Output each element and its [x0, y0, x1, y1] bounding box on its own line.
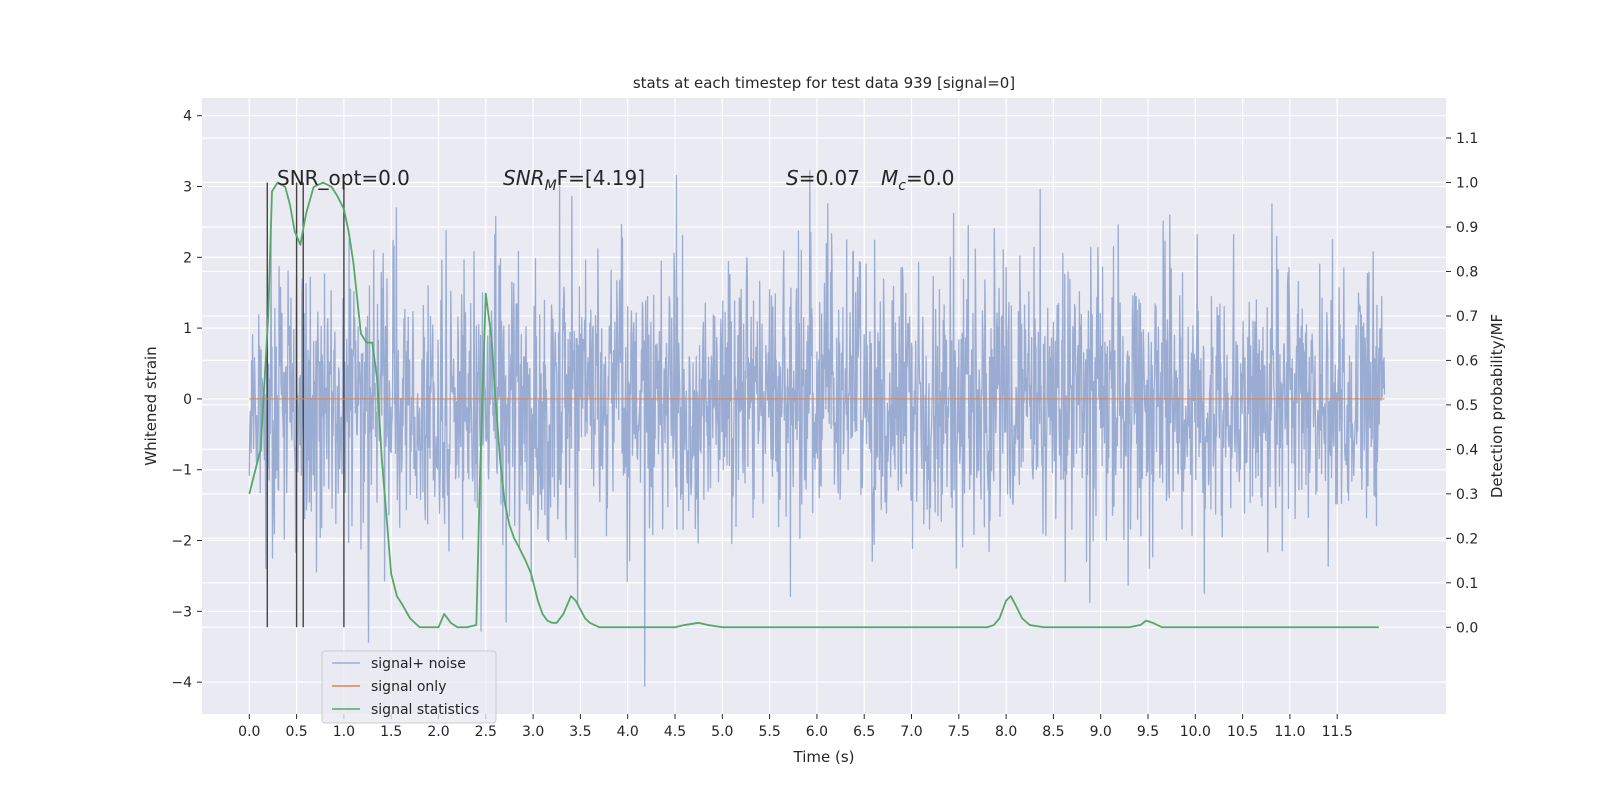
x-tick-label: 0.0 [238, 724, 260, 740]
y-tick-label-right: 1.0 [1456, 176, 1478, 192]
annotation-mc-sub: c [898, 178, 906, 194]
x-tick-label: 10.0 [1180, 724, 1211, 740]
x-tick-label: 5.5 [758, 724, 780, 740]
x-axis-label: Time (s) [793, 748, 855, 766]
y-tick-label-right: 0.7 [1456, 309, 1478, 325]
annotation-snr-opt: SNR_opt=0.0 [277, 166, 410, 190]
x-tick-label: 11.5 [1322, 724, 1353, 740]
legend: signal+ noise signal only signal statist… [321, 650, 497, 724]
series-line-signal-statistics [248, 181, 1379, 629]
x-tick-label: 9.5 [1137, 724, 1159, 740]
annotation-snr-mf-main: SNR [503, 166, 545, 190]
x-tick-label: 8.5 [1042, 724, 1064, 740]
legend-label-signal-only: signal only [371, 679, 446, 695]
vertical-markers [266, 182, 345, 628]
x-tick-label: 4.0 [617, 724, 639, 740]
y-tick-label-left: −1 [171, 463, 192, 479]
annotation-snr-mf-rest: F=[4.19] [557, 166, 645, 190]
y-tick-label-right: 0.2 [1456, 531, 1478, 547]
series-line-signal-plus-noise [248, 170, 1386, 687]
x-tick-label: 2.5 [475, 724, 497, 740]
y-tick-label-right: 0.9 [1456, 220, 1478, 236]
x-tick-label: 1.5 [380, 724, 402, 740]
annotation-snr-mf-sub: M [545, 178, 557, 194]
annotation-mc-label: M [881, 166, 898, 190]
x-tick-label: 11.0 [1274, 724, 1305, 740]
legend-label-signal-plus-noise: signal+ noise [371, 656, 466, 672]
x-tick-label: 1.0 [333, 724, 355, 740]
y-tick-label-left: 0 [183, 392, 192, 408]
y-tick-label-left: 4 [183, 109, 192, 125]
x-tick-label: 9.0 [1090, 724, 1112, 740]
y-axis-label-left: Whitened strain [142, 346, 160, 465]
y-tick-label-left: 1 [183, 321, 192, 337]
y-tick-label-left: −4 [171, 675, 192, 691]
legend-label-signal-statistics: signal statistics [371, 702, 479, 718]
x-tick-label: 7.0 [900, 724, 922, 740]
y-tick-label-right: 0.3 [1456, 487, 1478, 503]
annotation-s-label: S [786, 166, 799, 190]
annotation-s-value: =0.07 [799, 166, 860, 190]
series-signal-statistics [248, 181, 1379, 629]
y-tick-label-right: 0.6 [1456, 353, 1478, 369]
x-tick-label: 0.5 [285, 724, 307, 740]
x-tick-label: 10.5 [1227, 724, 1258, 740]
y-tick-label-right: 0.1 [1456, 576, 1478, 592]
annotation-s: S=0.07 [786, 166, 860, 190]
x-tick-label: 5.0 [711, 724, 733, 740]
legend-box [321, 650, 497, 724]
x-tick-label: 3.0 [522, 724, 544, 740]
annotation-mc-value: =0.0 [906, 166, 955, 190]
x-tick-label: 6.0 [806, 724, 828, 740]
x-tick-label: 6.5 [853, 724, 875, 740]
x-tick-label: 2.0 [427, 724, 449, 740]
y-tick-label-left: 3 [183, 180, 192, 196]
y-tick-label-left: −3 [171, 604, 192, 620]
x-tick-label: 4.5 [664, 724, 686, 740]
y-tick-label-right: 1.1 [1456, 131, 1478, 147]
x-tick-label: 3.5 [569, 724, 591, 740]
y-tick-label-left: 2 [183, 250, 192, 266]
y-tick-label-right: 0.4 [1456, 442, 1478, 458]
series-signal-plus-noise [248, 170, 1386, 687]
x-tick-label: 8.0 [995, 724, 1017, 740]
y-tick-label-right: 0.5 [1456, 398, 1478, 414]
y-tick-label-right: 0.0 [1456, 620, 1478, 636]
y-tick-label-right: 0.8 [1456, 264, 1478, 280]
annotation-mc: Mc=0.0 [881, 166, 955, 194]
ticks: 0.0 0.5 1.0 1.5 2.0 2.5 3.0 3.5 4.0 4.5 5.0 5.5 6.0 6… [171, 109, 1478, 740]
y-tick-label-left: −2 [171, 534, 192, 550]
chart-title: stats at each timestep for test data 939… [633, 74, 1015, 92]
x-tick-label: 7.5 [948, 724, 970, 740]
annotation-snr-mf: SNRMF=[4.19] [503, 166, 645, 194]
y-axis-label-right: Detection probability/MF [1488, 314, 1506, 498]
